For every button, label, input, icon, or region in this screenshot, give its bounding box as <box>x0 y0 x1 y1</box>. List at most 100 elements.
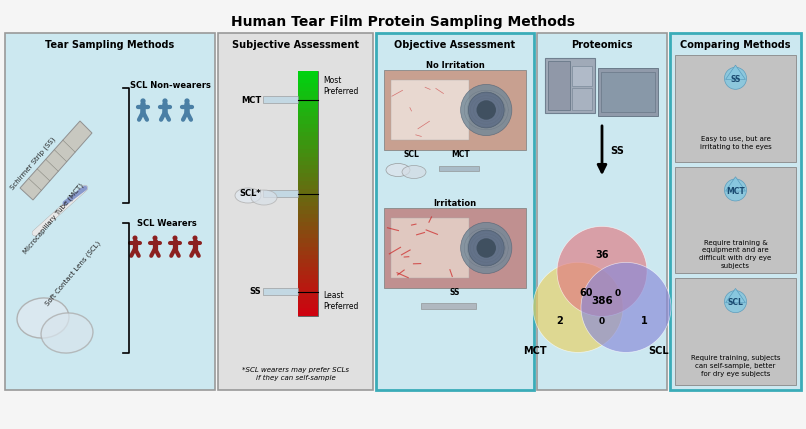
Text: SCL: SCL <box>648 346 669 356</box>
Polygon shape <box>725 65 746 79</box>
Bar <box>298 247 318 251</box>
Bar <box>572 88 592 110</box>
Bar <box>298 161 318 166</box>
Bar <box>298 242 318 247</box>
Bar <box>298 108 318 112</box>
Text: SS: SS <box>249 287 261 296</box>
Bar <box>5 33 215 390</box>
Bar <box>298 120 318 124</box>
Circle shape <box>476 238 496 258</box>
Circle shape <box>725 290 746 313</box>
Circle shape <box>468 230 505 266</box>
Bar <box>298 263 318 268</box>
Bar <box>298 177 318 182</box>
Bar <box>545 58 595 113</box>
Text: SS: SS <box>450 288 460 297</box>
Bar <box>298 218 318 223</box>
Bar <box>391 80 469 139</box>
Bar <box>298 157 318 161</box>
Circle shape <box>172 236 177 241</box>
Bar <box>298 71 318 76</box>
Text: 36: 36 <box>596 251 609 260</box>
Bar <box>298 91 318 96</box>
Bar <box>298 116 318 121</box>
Text: SS: SS <box>730 75 741 84</box>
Polygon shape <box>20 121 92 200</box>
Circle shape <box>162 98 168 104</box>
Bar <box>263 287 298 294</box>
Circle shape <box>193 236 197 241</box>
Text: Subjective Assessment: Subjective Assessment <box>232 40 359 50</box>
Circle shape <box>132 236 138 241</box>
Text: SCL: SCL <box>403 150 419 159</box>
Bar <box>376 33 534 390</box>
Text: SCL*: SCL* <box>239 189 261 198</box>
Text: Most
Preferred: Most Preferred <box>323 76 359 96</box>
Bar <box>298 222 318 227</box>
Text: Microcapillary Tube (MCT): Microcapillary Tube (MCT) <box>22 181 85 254</box>
Text: 60: 60 <box>580 288 592 299</box>
Bar <box>675 55 796 162</box>
Bar <box>298 210 318 214</box>
Bar <box>298 214 318 218</box>
Bar <box>298 96 318 100</box>
Bar <box>384 208 526 288</box>
Text: Least
Preferred: Least Preferred <box>323 291 359 311</box>
Bar <box>298 193 318 198</box>
Text: SS: SS <box>610 145 624 155</box>
Bar <box>298 112 318 116</box>
Bar <box>298 206 318 210</box>
Text: Comparing Methods: Comparing Methods <box>680 40 791 50</box>
Bar <box>601 72 655 112</box>
Text: 0: 0 <box>599 317 605 326</box>
Text: Easy to use, but are
irritating to the eyes: Easy to use, but are irritating to the e… <box>700 136 771 150</box>
Bar <box>298 279 318 284</box>
Ellipse shape <box>251 190 277 205</box>
Circle shape <box>140 98 146 104</box>
Ellipse shape <box>402 166 426 178</box>
Bar <box>298 251 318 255</box>
Bar <box>263 190 298 196</box>
Text: Human Tear Film Protein Sampling Methods: Human Tear Film Protein Sampling Methods <box>231 15 575 29</box>
Bar <box>298 287 318 292</box>
Circle shape <box>152 236 157 241</box>
Bar <box>298 173 318 178</box>
Bar <box>548 61 570 110</box>
Polygon shape <box>725 177 746 191</box>
Bar <box>298 128 318 133</box>
Ellipse shape <box>386 163 410 176</box>
Bar <box>298 132 318 137</box>
Bar <box>298 148 318 153</box>
Text: Schirmer Strip (SS): Schirmer Strip (SS) <box>9 136 57 190</box>
Bar <box>218 33 373 390</box>
Bar <box>298 291 318 296</box>
Bar <box>675 167 796 273</box>
Bar <box>263 97 298 103</box>
Bar <box>675 278 796 385</box>
Bar <box>298 185 318 190</box>
Bar <box>298 71 318 316</box>
Bar <box>421 303 476 309</box>
Polygon shape <box>725 288 746 303</box>
Bar <box>439 166 479 171</box>
Bar <box>298 226 318 231</box>
Circle shape <box>725 67 746 89</box>
Bar <box>298 312 318 317</box>
Bar <box>298 300 318 304</box>
Bar <box>298 267 318 272</box>
Text: Objective Assessment: Objective Assessment <box>394 40 516 50</box>
Bar <box>298 283 318 288</box>
Text: MCT: MCT <box>451 150 471 159</box>
Bar <box>298 75 318 80</box>
Text: *SCL wearers may prefer SCLs
if they can self-sample: *SCL wearers may prefer SCLs if they can… <box>242 367 349 381</box>
Bar <box>298 83 318 88</box>
Circle shape <box>461 222 512 274</box>
Bar <box>298 239 318 243</box>
Circle shape <box>468 92 505 128</box>
Circle shape <box>581 263 671 352</box>
Text: MCT: MCT <box>726 187 745 196</box>
Text: No Irritation: No Irritation <box>426 61 484 70</box>
Bar <box>298 255 318 260</box>
Text: MCT: MCT <box>241 96 261 105</box>
Text: SCL Non-wearers: SCL Non-wearers <box>130 81 210 90</box>
